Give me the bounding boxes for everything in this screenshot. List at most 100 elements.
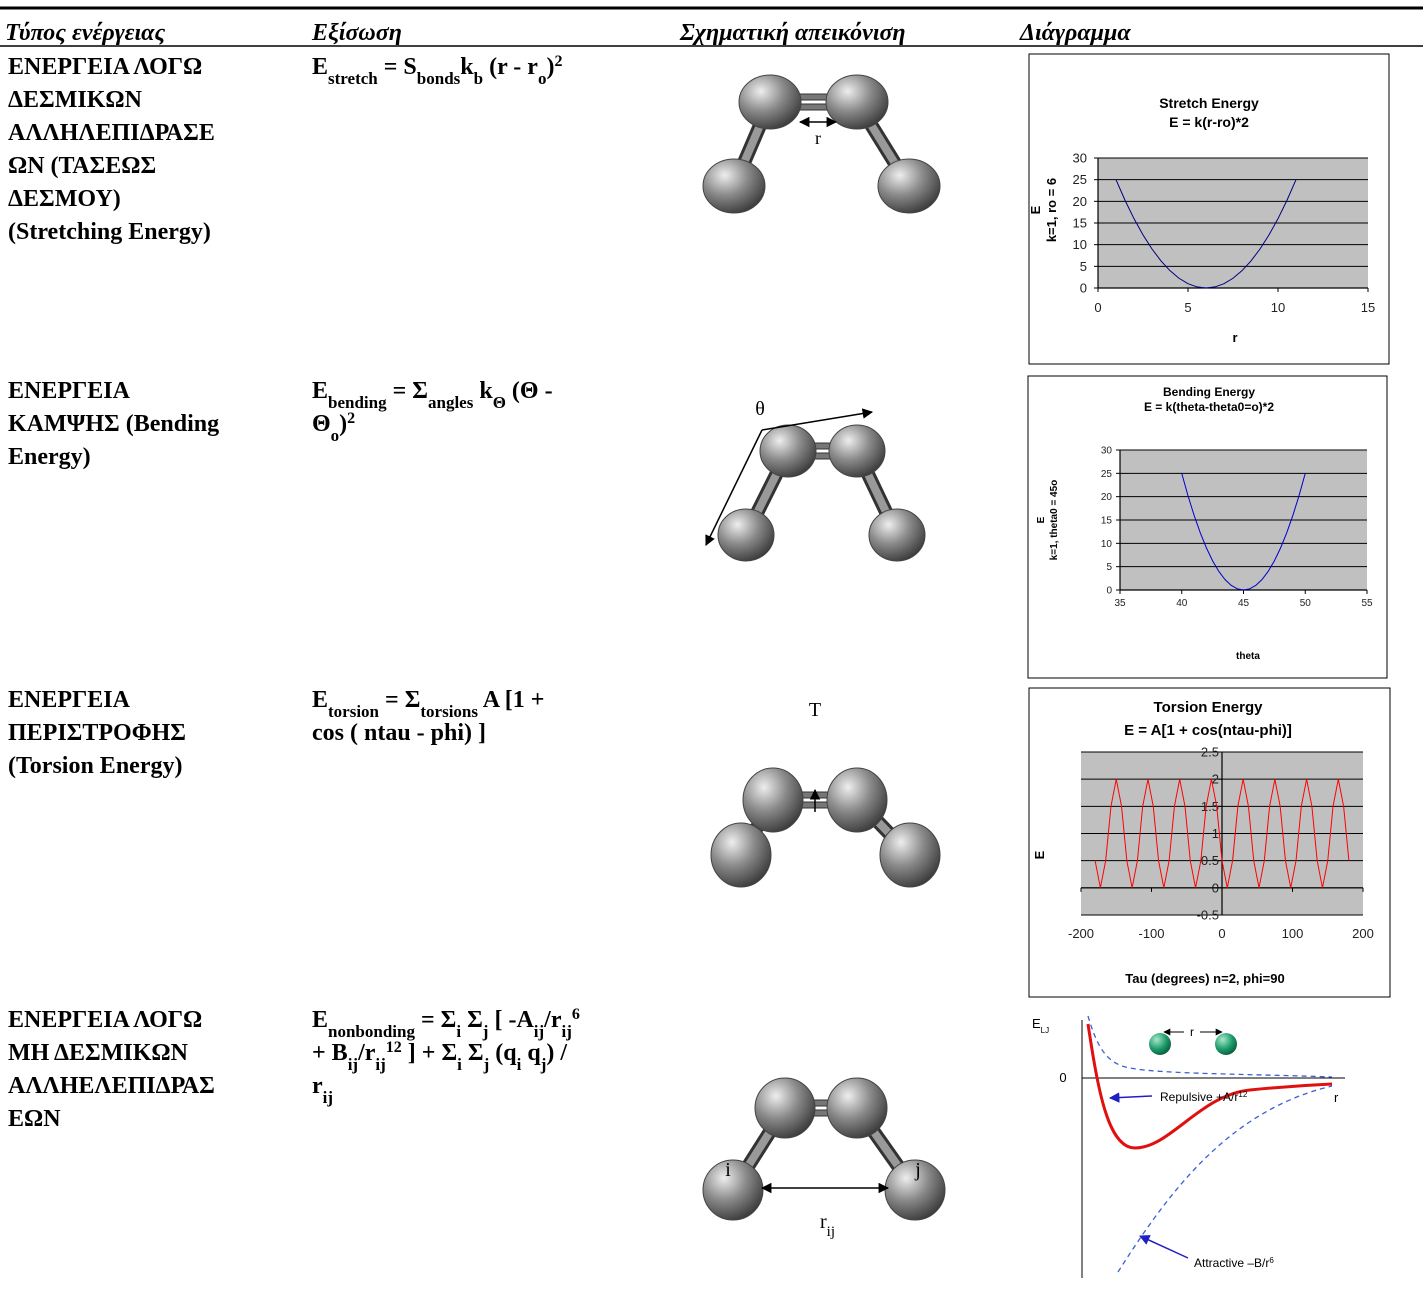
y-tick-label: 10	[1101, 539, 1113, 550]
subscript: ij	[534, 1022, 544, 1041]
atom	[718, 509, 774, 561]
y-tick-label: 15	[1101, 516, 1113, 527]
equation-part: = Σ	[387, 378, 428, 404]
y-tick-label: 20	[1073, 194, 1087, 209]
energy-type: ΑΛΛΗΛΕΠΙΔΡΑΣΕ	[8, 120, 215, 146]
equation: cos ( ntau - phi) ]	[312, 720, 486, 746]
molecule	[703, 75, 940, 213]
x-tick-label: 5	[1184, 300, 1191, 315]
chart-title: E = A[1 + cos(ntau-phi)]	[1124, 722, 1292, 739]
y-tick-label: 15	[1073, 216, 1087, 231]
energy-type: ΕΩΝ	[8, 1106, 61, 1132]
header: Σχηματική απεικόνιση	[679, 20, 906, 46]
y-tick-label: 30	[1073, 151, 1087, 166]
subscript: ij	[375, 1055, 385, 1074]
x-tick-label: 45	[1238, 598, 1250, 609]
annotation: Attractive –B/r	[1194, 1256, 1269, 1270]
y-axis-label: E	[1032, 850, 1047, 859]
superscript: 2	[347, 410, 355, 427]
equation: Enonbonding = Σi Σj [ -Aij/rij6	[312, 1006, 580, 1041]
axis-label: r	[1334, 1090, 1339, 1105]
annotation: Attractive –B/r6	[1194, 1256, 1274, 1271]
equation-part: E	[312, 378, 328, 404]
scheme-label: i	[725, 1159, 731, 1181]
y-tick-label: 25	[1073, 172, 1087, 187]
axis-label: E	[1032, 1016, 1041, 1031]
equation-part: = Σ	[379, 687, 420, 713]
y-axis-label: E	[1036, 516, 1047, 523]
atom	[878, 159, 940, 213]
y-tick-label: 5	[1080, 259, 1087, 274]
annotation: Repulsive +A/r	[1160, 1090, 1238, 1104]
atom	[829, 425, 885, 477]
x-tick-label: 50	[1300, 598, 1312, 609]
atom	[826, 75, 888, 129]
subscript: bending	[328, 393, 387, 412]
chart-title: E = k(theta-theta0=o)*2	[1144, 400, 1274, 414]
x-tick-label: 15	[1361, 300, 1375, 315]
equation-part: /r	[543, 1007, 562, 1033]
y-tick-label: 5	[1106, 562, 1112, 573]
subscript: ij	[323, 1088, 333, 1107]
x-tick-label: 55	[1361, 598, 1373, 609]
energy-type: ΠΕΡΙΣΤΡΟΦΗΣ	[8, 720, 186, 746]
y-tick-label: 25	[1101, 469, 1113, 480]
equation-part: + B	[312, 1040, 348, 1066]
equation-part: (Θ -	[506, 378, 553, 404]
equation-part: A [1 +	[478, 687, 544, 713]
subscript: ij	[562, 1022, 572, 1041]
energy-type: ΕΝΕΡΓΕΙΑ	[8, 687, 131, 713]
atom	[703, 1160, 763, 1220]
y-tick-label: 10	[1073, 237, 1087, 252]
energy-type: ΔΕΣΜΙΚΩΝ	[8, 87, 143, 113]
y-tick-label: 2.5	[1201, 745, 1219, 760]
equation: rij	[312, 1073, 333, 1107]
equation: Estretch = Sbondskb (r - ro)2	[312, 53, 562, 88]
subscript: torsion	[328, 702, 380, 721]
annotation: Repulsive +A/r12	[1160, 1090, 1248, 1105]
x-tick-label: 0	[1094, 300, 1101, 315]
y-axis-label: k=1, theta0 = 45o	[1049, 480, 1060, 561]
superscript: 6	[1269, 1256, 1274, 1265]
scheme-label: T	[809, 699, 821, 721]
energy-type: Energy)	[8, 444, 91, 470]
atom	[739, 75, 801, 129]
subscript: bonds	[417, 69, 461, 88]
equation-part: )	[339, 411, 347, 437]
x-tick-label: -100	[1138, 926, 1164, 941]
distance-label: r	[1190, 1025, 1194, 1039]
molecule	[703, 1078, 945, 1220]
header: Τύπος ενέργειας	[5, 20, 165, 46]
equation-part: r	[312, 1073, 323, 1099]
energy-type: ΔΕΣΜΟΥ)	[8, 186, 121, 212]
y-tick-label: 0.5	[1201, 853, 1219, 868]
header: Διάγραμμα	[1019, 20, 1131, 46]
atom	[827, 768, 887, 832]
superscript: 6	[572, 1006, 580, 1023]
equation: Θo)2	[312, 410, 355, 445]
subscript: torsions	[420, 702, 478, 721]
equation-part: = Σ	[415, 1007, 456, 1033]
potential-curve	[1088, 1024, 1332, 1148]
header: Εξίσωση	[311, 20, 402, 46]
y-tick-label: 0	[1106, 586, 1112, 597]
superscript: 12	[1238, 1090, 1247, 1099]
attractive-curve	[1118, 1086, 1332, 1272]
atom	[711, 823, 771, 887]
chart-title: Torsion Energy	[1154, 699, 1264, 716]
energy-type: ΜΗ ΔΕΣΜΙΚΩΝ	[8, 1040, 189, 1066]
x-tick-label: 100	[1282, 926, 1304, 941]
subscript: j	[483, 1055, 490, 1074]
equation-part: E	[312, 54, 328, 80]
subscript: ij	[348, 1055, 358, 1074]
atom	[703, 159, 765, 213]
energy-type: ΑΛΛΗΕΛΕΠΙΔΡΑΣ	[8, 1073, 215, 1099]
y-axis-label: E	[1028, 205, 1043, 214]
x-tick-label: 0	[1218, 926, 1225, 941]
superscript: 2	[554, 53, 562, 70]
subscript: b	[474, 69, 483, 88]
atom	[760, 425, 816, 477]
arrow	[1110, 1096, 1152, 1098]
x-tick-label: 35	[1114, 598, 1126, 609]
x-axis-label: theta	[1236, 651, 1260, 662]
